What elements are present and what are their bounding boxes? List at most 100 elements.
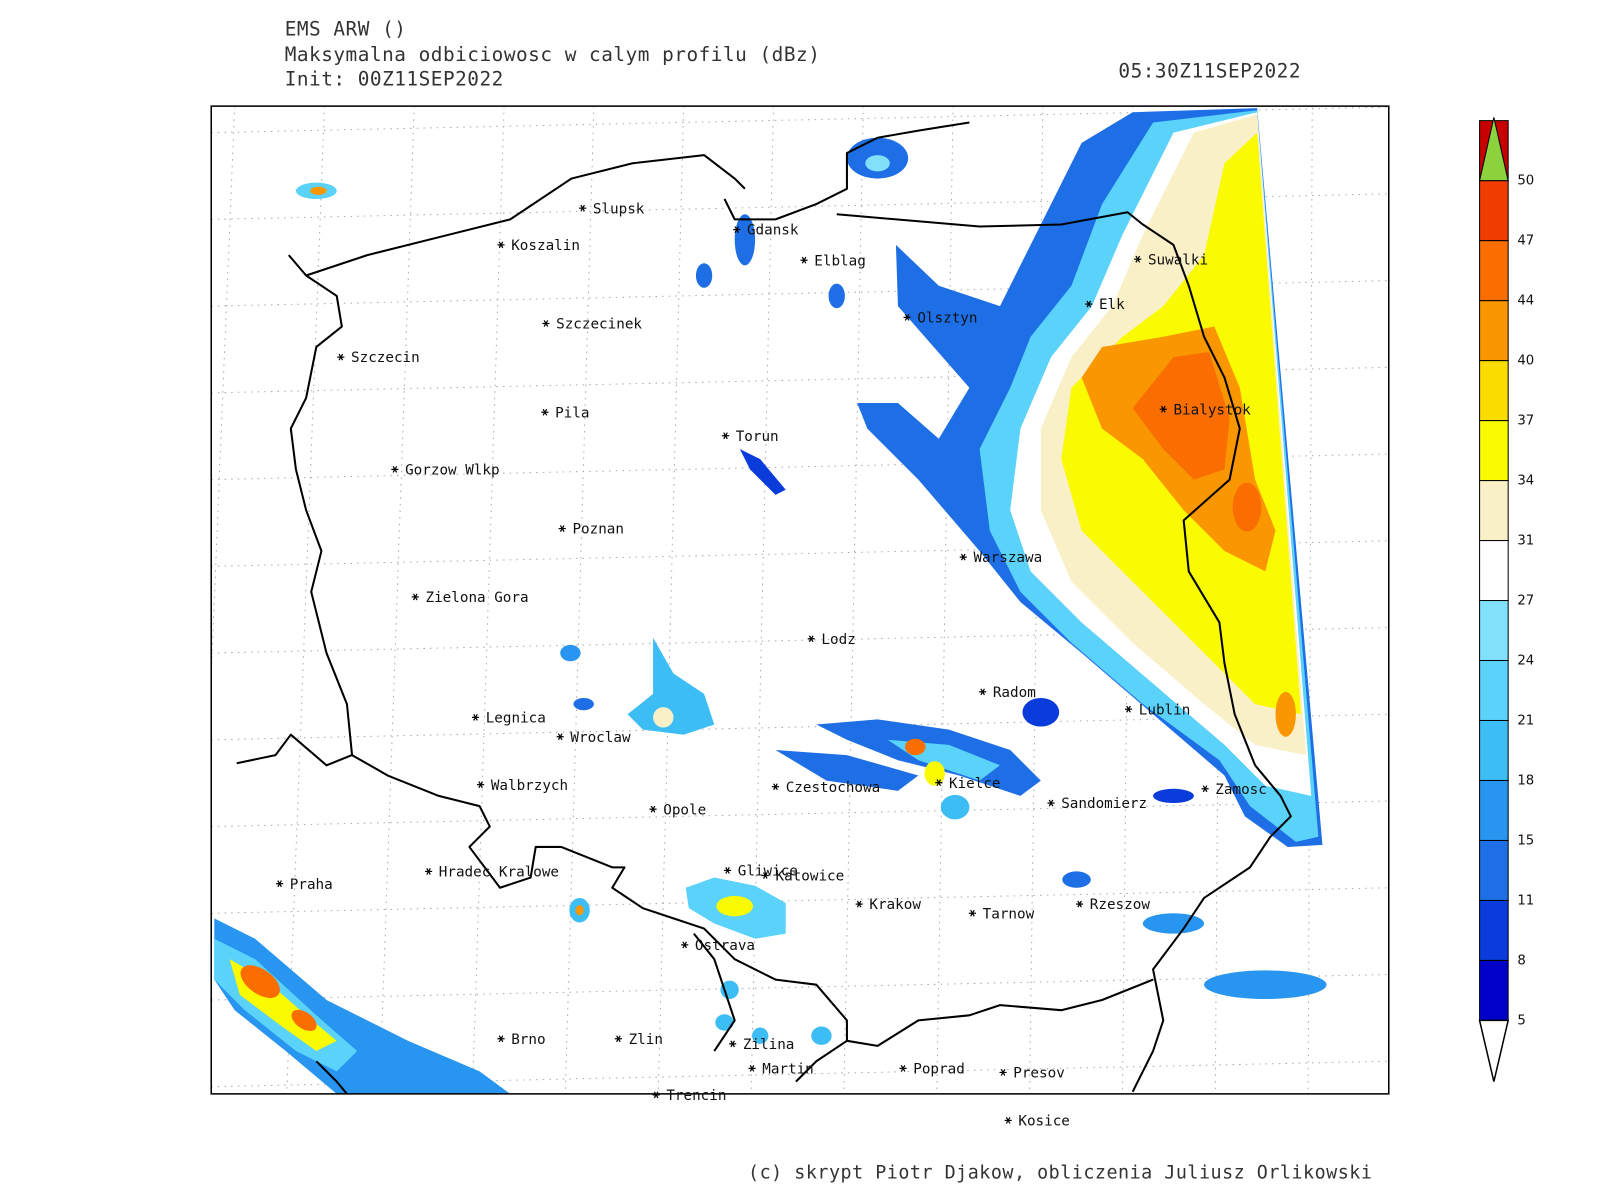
city-label: Brno — [511, 1032, 545, 1048]
city-marker — [970, 909, 975, 917]
city-label: Legnica — [486, 710, 546, 726]
city-marker — [749, 1064, 755, 1072]
city-marker — [1135, 255, 1141, 263]
city-label: Walbrzych — [491, 778, 568, 794]
city-marker — [808, 635, 814, 643]
city-label: Gdansk — [747, 223, 799, 239]
model-title: EMS ARW () — [285, 18, 407, 41]
borders — [236, 121, 1292, 1094]
map-area: Slupsk Koszalin Gdansk Elblag Suwalki Elk Olsz… — [211, 106, 1402, 1094]
city-label: Elk — [1099, 297, 1125, 313]
city-label: Olsztyn — [917, 310, 977, 326]
meridian — [1401, 106, 1402, 1094]
meridian — [1214, 106, 1223, 1094]
city-label: Koszalin — [511, 238, 580, 254]
city-marker — [478, 781, 483, 789]
city-marker — [559, 525, 565, 532]
colorbar-label: 27 — [1517, 594, 1534, 609]
city-marker — [730, 1040, 735, 1048]
colorbar-under — [1478, 1019, 1510, 1082]
city-marker — [723, 432, 728, 440]
city-label: Warszawa — [973, 550, 1042, 566]
city-label: Torun — [736, 429, 779, 445]
city-labels: Slupsk Koszalin Gdansk Elblag Suwalki Elk Olsz… — [276, 201, 1267, 1082]
city-marker — [580, 204, 585, 212]
colorbar-box — [1479, 360, 1509, 422]
city-marker — [392, 465, 398, 473]
city-label: Zamosc — [1215, 782, 1267, 798]
city-label: Tarnow — [983, 906, 1035, 922]
city-marker — [412, 593, 418, 601]
city-marker — [980, 688, 985, 696]
colorbar-box — [1479, 899, 1509, 961]
colorbar-label: 24 — [1517, 654, 1534, 669]
city-marker — [856, 900, 862, 908]
city-marker — [1202, 785, 1208, 793]
city-label: Lublin — [1139, 702, 1191, 718]
reflectivity-central — [295, 137, 1327, 1045]
city-marker — [338, 353, 344, 361]
colorbar-box — [1479, 779, 1509, 841]
city-label: Rzeszow — [1090, 897, 1151, 913]
meridian — [843, 106, 864, 1094]
city-marker — [473, 713, 478, 721]
city-label: Krakow — [869, 897, 921, 913]
reflectivity-east — [857, 108, 1323, 847]
colorbar-box — [1479, 300, 1509, 362]
city-label: Kielce — [949, 776, 1001, 792]
city-label: Radom — [993, 685, 1036, 701]
city-label: Szczecin — [351, 350, 420, 366]
colorbar-box — [1479, 719, 1509, 781]
city-marker — [1086, 300, 1092, 308]
colorbar: 5 8 11 15 18 21 24 27 31 34 37 40 44 47 50 — [1478, 117, 1534, 1082]
city-label: Ostrava — [695, 938, 755, 954]
city-label: Zielona Gora — [426, 590, 529, 606]
colorbar-label: 21 — [1517, 714, 1534, 729]
parallel — [211, 800, 1389, 828]
city-marker — [960, 553, 966, 561]
colorbar-box — [1479, 600, 1509, 662]
colorbar-label: 40 — [1517, 354, 1534, 369]
city-label: Zilina — [743, 1037, 795, 1053]
city-marker — [557, 733, 563, 741]
meridian — [379, 106, 415, 1094]
city-label: Hradec Kralowe — [439, 865, 559, 881]
city-label: Pila — [555, 405, 589, 421]
reflectivity-southwest — [214, 918, 511, 1094]
colorbar-label: 47 — [1517, 234, 1534, 249]
city-marker — [900, 1064, 906, 1072]
city-marker — [277, 880, 282, 888]
colorbar-over — [1478, 117, 1509, 182]
city-label: Suwalki — [1148, 252, 1208, 268]
colorbar-label: 31 — [1517, 534, 1534, 549]
city-label: Zlin — [629, 1032, 663, 1048]
city-marker — [904, 313, 910, 321]
city-marker — [1000, 1069, 1006, 1076]
colorbar-label: 8 — [1517, 954, 1525, 969]
city-marker — [426, 868, 431, 875]
city-marker — [650, 805, 656, 813]
city-marker — [1160, 405, 1166, 413]
colorbar-label: 37 — [1517, 414, 1534, 429]
colorbar-box — [1479, 180, 1509, 242]
city-marker — [725, 867, 730, 874]
city-marker — [498, 1035, 504, 1043]
colorbar-label: 50 — [1517, 174, 1534, 189]
city-marker — [682, 941, 688, 949]
meridian — [1121, 106, 1134, 1094]
city-marker — [1126, 705, 1131, 713]
city-marker — [1005, 1117, 1011, 1124]
init-time: Init: 00Z11SEP2022 — [285, 68, 504, 91]
meridian — [657, 106, 685, 1094]
valid-time: 05:30Z11SEP2022 — [1118, 60, 1301, 83]
meridian — [936, 106, 954, 1094]
city-label: Kosice — [1018, 1114, 1070, 1130]
city-marker — [1048, 799, 1054, 807]
colorbar-box — [1479, 240, 1509, 302]
city-label: Bialystok — [1173, 402, 1251, 418]
colorbar-box — [1479, 420, 1509, 482]
city-label: Presov — [1013, 1066, 1065, 1082]
colorbar-box — [1479, 540, 1509, 602]
city-label: Czestochowa — [786, 780, 880, 796]
